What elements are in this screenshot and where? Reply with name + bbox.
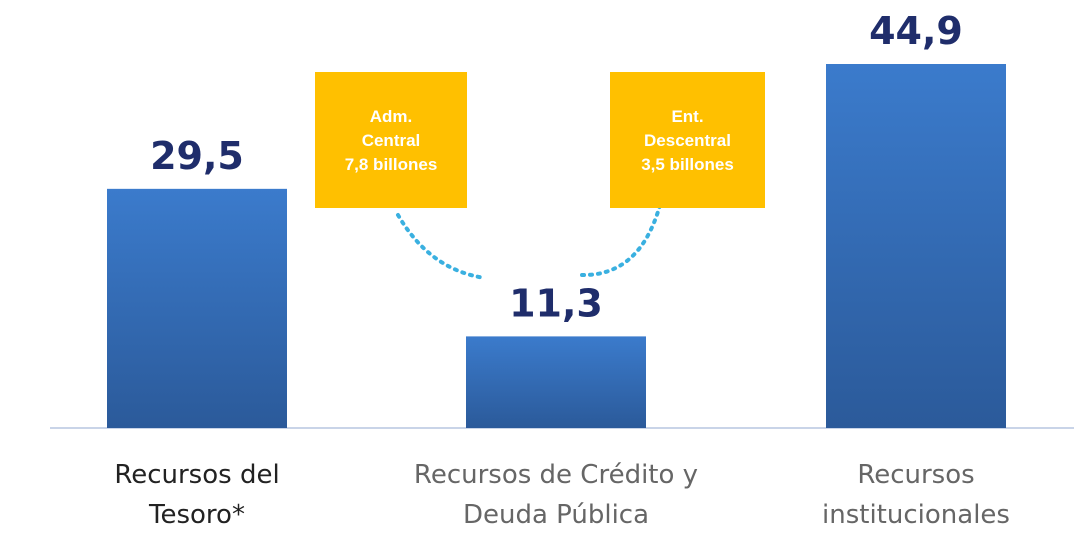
value-label: 11,3: [509, 281, 603, 325]
value-label: 29,5: [150, 134, 244, 178]
annotation-text: 7,8 billones: [345, 155, 438, 174]
value-label: 44,9: [869, 9, 963, 53]
annotation-box: [610, 72, 765, 208]
annotation-text: Ent.: [671, 107, 703, 126]
connector: [580, 203, 662, 278]
bar: [107, 188, 287, 428]
bar: [466, 336, 646, 428]
annotation-text: Descentral: [644, 131, 731, 150]
annotation-text: 3,5 billones: [641, 155, 734, 174]
annotation-text: Adm.: [370, 107, 413, 126]
x-tick-label: Recursos de Crédito y Deuda Pública: [413, 460, 699, 530]
x-tick-label: Recursos institucionales: [822, 460, 1010, 530]
bar: [826, 64, 1006, 428]
annotation-text: Central: [362, 131, 421, 150]
x-tick-label: Recursos del Tesoro*: [114, 460, 280, 530]
annotation-box: [315, 72, 467, 208]
connector: [396, 213, 487, 280]
